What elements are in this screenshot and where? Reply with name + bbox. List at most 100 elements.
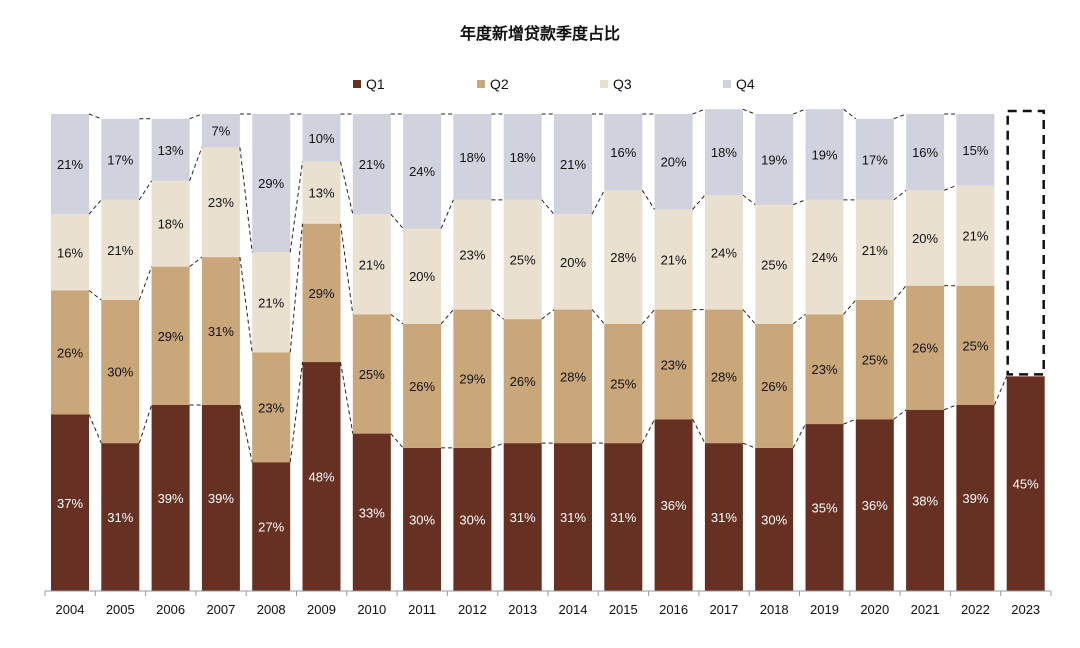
connector-q2-2017 <box>742 309 756 325</box>
bar-q1-2008 <box>252 462 291 591</box>
data-label-q3-2013: 25% <box>510 252 536 267</box>
connector-q2-2014 <box>591 309 605 325</box>
data-label-q4-2018: 19% <box>761 152 787 167</box>
connector-q3-2006 <box>189 147 203 181</box>
x-tick-label-2014: 2014 <box>559 602 588 617</box>
bar-q1-2016 <box>654 419 693 591</box>
bar-q4-2018 <box>755 114 794 205</box>
data-label-q4-2012: 18% <box>459 150 485 165</box>
connector-q1-2018 <box>792 423 806 449</box>
bar-q4-2010 <box>352 114 391 215</box>
data-label-q4-2017: 18% <box>711 145 737 160</box>
data-label-q2-2011: 26% <box>409 379 435 394</box>
connector-q2-2010 <box>390 313 404 325</box>
bar-q4-2021 <box>906 114 945 191</box>
data-label-q1-2013: 31% <box>510 510 536 525</box>
data-label-q4-2010: 21% <box>359 157 385 172</box>
data-label-q2-2007: 31% <box>208 324 234 339</box>
x-tick-label-2019: 2019 <box>810 602 839 617</box>
connector-q1-2008 <box>289 361 303 463</box>
legend-item-q4: Q4 <box>723 76 755 92</box>
data-label-q4-2015: 16% <box>610 145 636 160</box>
legend-swatch-q3 <box>600 80 608 88</box>
data-label-q3-2019: 24% <box>811 250 837 265</box>
connector-q1-2019 <box>843 418 856 425</box>
x-tick-label-2012: 2012 <box>458 602 487 617</box>
bar-q3-2011 <box>403 228 442 324</box>
bar-q4-2022 <box>956 114 995 186</box>
connector-q1-2015 <box>641 419 656 444</box>
data-labels-layer: 37% 26% 16% 21% 31% 30% 21% 17% 39% 29% 18% 13% 39% 3… <box>57 124 1039 535</box>
x-tick-label-2005: 2005 <box>106 602 135 617</box>
data-label-q2-2008: 23% <box>258 400 284 415</box>
bar-q2-2008 <box>252 352 291 463</box>
bar-q4-2016 <box>654 114 693 210</box>
connector-q2-2019 <box>843 299 857 315</box>
connector-q3-2016 <box>692 194 706 210</box>
data-label-q4-2005: 17% <box>107 152 133 167</box>
bar-q4-2009 <box>302 114 341 162</box>
bar-q4-2020 <box>855 118 894 200</box>
x-tick-label-2008: 2008 <box>257 602 286 617</box>
data-label-q3-2007: 23% <box>208 195 234 210</box>
connector-q1-2009 <box>340 361 354 434</box>
bar-q2-2013 <box>503 319 542 444</box>
bar-q3-2019 <box>805 199 844 315</box>
bar-q2-2018 <box>755 323 794 448</box>
connector-q1-2007 <box>239 404 253 463</box>
data-label-q2-2010: 25% <box>359 367 385 382</box>
connector-q2-2008 <box>289 223 303 353</box>
bar-q1-2019 <box>805 424 844 591</box>
x-tick-label-2022: 2022 <box>961 602 990 617</box>
connector-q3-2017 <box>742 194 756 206</box>
data-label-q1-2020: 36% <box>862 498 888 513</box>
data-label-q4-2016: 20% <box>661 155 687 170</box>
x-tick-label-2015: 2015 <box>609 602 638 617</box>
connector-q2-2015 <box>641 309 655 325</box>
data-label-q4-2004: 21% <box>57 157 83 172</box>
data-label-q3-2022: 21% <box>962 229 988 244</box>
x-tick-label-2017: 2017 <box>709 602 738 617</box>
bar-q3-2020 <box>855 199 894 301</box>
bar-q2-2010 <box>352 314 391 434</box>
data-label-q2-2019: 23% <box>811 362 837 377</box>
bar-q2-2020 <box>855 300 894 420</box>
bar-q3-2007 <box>201 147 240 258</box>
data-label-q2-2018: 26% <box>761 379 787 394</box>
connector-q2-2020 <box>893 285 907 301</box>
bar-q4-2006 <box>151 118 190 181</box>
bar-q4-2015 <box>604 114 643 191</box>
connector-q3-2013 <box>541 199 555 215</box>
bar-q3-2013 <box>503 199 542 320</box>
connector-q2-2005 <box>138 266 153 301</box>
data-label-q4-2014: 21% <box>560 157 586 172</box>
data-label-q1-2006: 39% <box>158 491 184 506</box>
bar-q3-2009 <box>302 161 341 224</box>
data-label-q3-2014: 20% <box>560 255 586 270</box>
bar-q1-2018 <box>755 447 794 591</box>
x-tick-label-2013: 2013 <box>508 602 537 617</box>
bar-q3-2012 <box>453 199 492 310</box>
data-label-q4-2020: 17% <box>862 152 888 167</box>
data-label-q3-2017: 24% <box>711 245 737 260</box>
bar-q2-2006 <box>151 266 190 405</box>
connector-q3-2020 <box>893 189 907 201</box>
data-label-q2-2004: 26% <box>57 346 83 361</box>
data-label-q4-2019: 19% <box>811 148 837 163</box>
data-label-q2-2009: 29% <box>308 286 334 301</box>
connector-q2-2007 <box>239 257 253 353</box>
data-label-q3-2008: 21% <box>258 295 284 310</box>
data-label-q3-2016: 21% <box>661 252 687 267</box>
bar-q1-2004 <box>51 414 89 591</box>
connector-q4-2020 <box>893 113 907 120</box>
data-label-q3-2005: 21% <box>107 243 133 258</box>
bar-q2-2015 <box>604 323 643 444</box>
bar-q1-2006 <box>151 404 190 591</box>
bar-q1-2011 <box>403 447 442 591</box>
bar-q2-2004 <box>51 290 89 415</box>
connector-q1-2012 <box>491 442 504 449</box>
data-label-q2-2014: 28% <box>560 369 586 384</box>
bar-q3-2014 <box>554 214 592 310</box>
bar-q2-2005 <box>101 300 140 444</box>
connector-q1-2020 <box>893 409 907 420</box>
